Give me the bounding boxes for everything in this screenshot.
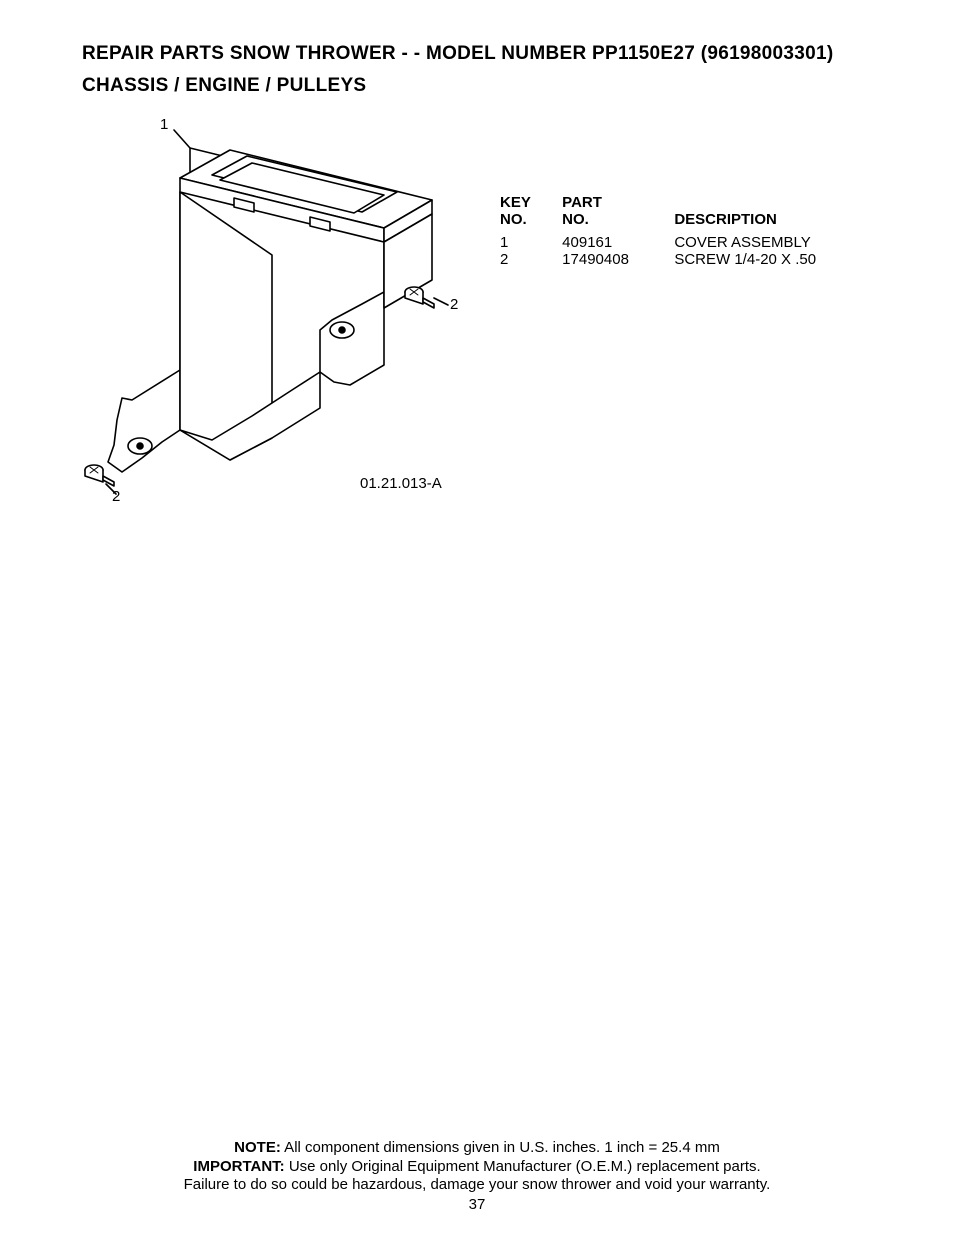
page-header: REPAIR PARTS SNOW THROWER - - MODEL NUMB… (82, 38, 924, 103)
cover-assembly-svg (62, 120, 472, 510)
diagram-code: 01.21.013-A (360, 475, 442, 492)
footer-notes: NOTE: All component dimensions given in … (0, 1139, 954, 1195)
note-label: NOTE: (234, 1139, 281, 1156)
parts-table: KEY NO. PART NO. DESCRIPTION 1 409161 CO… (500, 195, 816, 269)
cell-part: 17490408 (562, 251, 670, 268)
cell-desc: SCREW 1/4-20 X .50 (674, 251, 816, 268)
cell-key: 1 (500, 234, 558, 251)
callout-2-left: 2 (112, 488, 120, 505)
callout-1: 1 (160, 116, 168, 133)
cell-key: 2 (500, 251, 558, 268)
callout-2-right: 2 (450, 296, 458, 313)
header-line-2: CHASSIS / ENGINE / PULLEYS (82, 70, 924, 102)
table-row: 1 409161 COVER ASSEMBLY (500, 234, 816, 251)
col-key-l1: KEY (500, 194, 531, 211)
note-line: NOTE: All component dimensions given in … (0, 1139, 954, 1158)
col-key-l2: NO. (500, 211, 527, 228)
cell-desc: COVER ASSEMBLY (674, 234, 810, 251)
col-part-l1: PART (562, 194, 602, 211)
col-desc: DESCRIPTION (674, 211, 777, 228)
important-line: IMPORTANT: Use only Original Equipment M… (0, 1158, 954, 1177)
parts-table-body: 1 409161 COVER ASSEMBLY 2 17490408 SCREW… (500, 234, 816, 269)
page-number: 37 (0, 1196, 954, 1213)
important-text: Use only Original Equipment Manufacturer… (285, 1158, 761, 1175)
parts-table-head: KEY NO. PART NO. DESCRIPTION (500, 195, 816, 228)
warn-line: Failure to do so could be hazardous, dam… (0, 1176, 954, 1195)
col-part-l2: NO. (562, 211, 589, 228)
header-line-1: REPAIR PARTS SNOW THROWER - - MODEL NUMB… (82, 38, 924, 70)
important-label: IMPORTANT: (193, 1158, 284, 1175)
cell-part: 409161 (562, 234, 670, 251)
exploded-diagram: 1 2 2 (62, 120, 472, 510)
note-text: All component dimensions given in U.S. i… (281, 1139, 720, 1156)
table-row: 2 17490408 SCREW 1/4-20 X .50 (500, 251, 816, 268)
